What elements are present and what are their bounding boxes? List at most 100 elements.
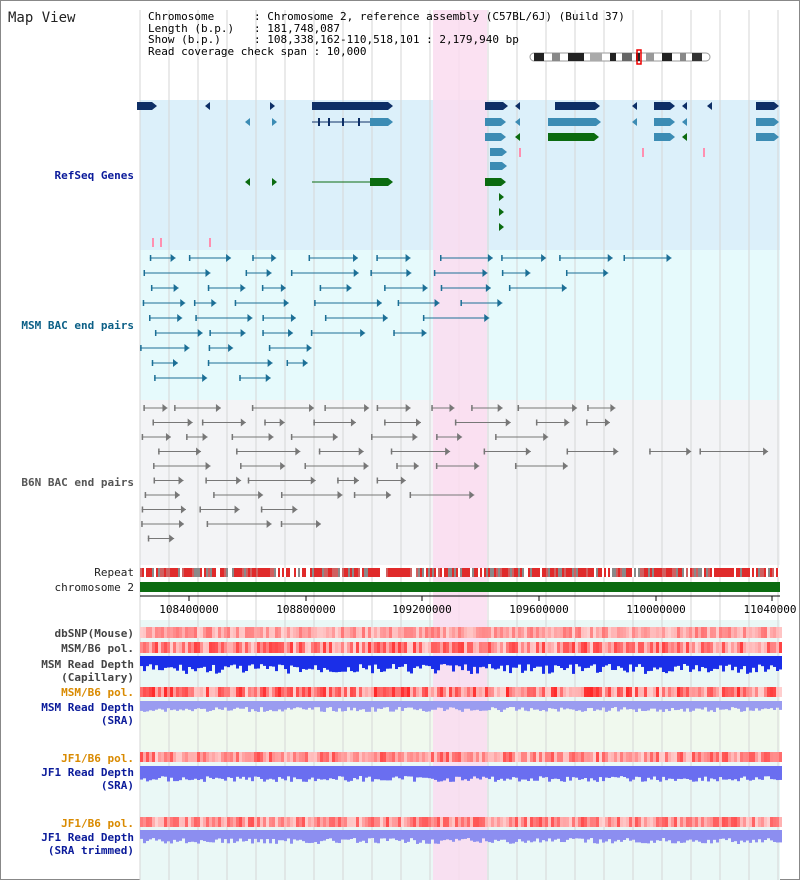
depth-bar (581, 701, 584, 712)
depth-bar (647, 766, 650, 778)
gene-feature[interactable] (490, 148, 502, 156)
selection-highlight[interactable] (433, 10, 487, 880)
depth-bar (374, 701, 377, 712)
gene-feature[interactable] (548, 118, 596, 126)
b6n-bac-pairs[interactable] (141, 404, 769, 543)
repeat-block (714, 568, 716, 577)
gene-feature[interactable] (654, 133, 670, 141)
heat-cell (194, 642, 197, 653)
msm-bac-pairs[interactable] (140, 254, 672, 382)
repeat-block (308, 568, 310, 577)
repeat-block (626, 568, 628, 577)
track-label-b6n-bac[interactable]: B6N BAC end pairs (21, 476, 134, 489)
heat-cell (215, 752, 218, 762)
gene-feature[interactable] (654, 102, 670, 110)
gene-feature[interactable] (756, 102, 774, 110)
repeat-block (334, 568, 336, 577)
heat-cell (326, 642, 329, 653)
gene-feature[interactable] (756, 118, 774, 126)
heat-cell (185, 817, 188, 827)
heat-cell (353, 687, 356, 697)
heat-cell (563, 627, 566, 638)
bac-end (290, 270, 293, 276)
heat-cell (560, 627, 563, 638)
heat-cell (179, 642, 182, 653)
gene-feature[interactable] (654, 118, 670, 126)
heat-cell (209, 627, 212, 638)
heat-cell (719, 642, 722, 653)
heat-cell (245, 687, 248, 697)
depth-bar (575, 701, 578, 711)
heat-cell (512, 687, 515, 697)
heat-cell (377, 817, 380, 827)
heat-cell (734, 817, 737, 827)
depth-bar (737, 701, 740, 709)
repeat-block (146, 568, 148, 577)
depth-bar (773, 766, 776, 780)
gene-feature[interactable] (756, 133, 774, 141)
repeat-block (776, 568, 778, 577)
repeat-block (748, 568, 750, 577)
bac-end (240, 463, 242, 469)
heat-cell (620, 687, 623, 697)
repeat-block (742, 568, 744, 577)
depth-bar (263, 766, 266, 782)
bac-end-arrow (484, 314, 490, 322)
heat-cell (521, 627, 524, 638)
depth-bar (176, 656, 179, 671)
depth-bar (743, 656, 746, 667)
gene-feature[interactable] (485, 102, 503, 110)
heat-cell (644, 817, 647, 827)
repeat-block (728, 568, 730, 577)
heat-cell (269, 687, 272, 697)
gene-feature[interactable] (370, 178, 388, 186)
heat-cell (629, 817, 632, 827)
gene-feature[interactable] (548, 133, 594, 141)
heat-cell (251, 627, 254, 638)
heat-cell (521, 752, 524, 762)
gene-feature[interactable] (312, 102, 388, 110)
gene-feature[interactable] (137, 102, 152, 110)
heat-cell (737, 817, 740, 827)
depth-bar (239, 830, 242, 839)
track-label-refseq[interactable]: RefSeq Genes (54, 169, 134, 182)
depth-bar (362, 830, 365, 841)
gene-feature[interactable] (485, 118, 501, 126)
gene-feature[interactable] (370, 118, 388, 126)
depth-bar (206, 830, 209, 842)
heat-cell (308, 642, 311, 653)
refseq-genes[interactable] (137, 102, 779, 247)
depth-bar (719, 656, 722, 666)
repeat-block (144, 568, 146, 577)
bac-end-arrow (174, 491, 180, 499)
heat-cell (590, 642, 593, 653)
exon (328, 118, 330, 126)
heat-cell (698, 627, 701, 638)
heat-cell (242, 687, 245, 697)
gene-feature[interactable] (490, 162, 502, 170)
repeat-block (150, 568, 152, 577)
heat-cell (773, 752, 776, 762)
heat-cell (467, 627, 470, 638)
depth-bar (239, 766, 242, 779)
heat-cell (236, 752, 239, 762)
depth-bar (668, 766, 671, 779)
gene-feature[interactable] (555, 102, 595, 110)
heat-cell (179, 627, 182, 638)
bac-end (308, 255, 311, 261)
chromosome-ideogram[interactable] (529, 49, 711, 65)
track-label-msm-bac[interactable]: MSM BAC end pairs (21, 319, 134, 332)
heat-cell (557, 687, 560, 697)
bac-end (376, 405, 379, 411)
track-label-msm-depth-cap-sub: (Capillary) (61, 671, 134, 684)
bac-end (201, 419, 204, 426)
bac-end (140, 345, 142, 351)
gene-feature[interactable] (485, 133, 501, 141)
depth-bar (278, 830, 281, 841)
gene-feature[interactable] (485, 178, 501, 186)
depth-bar (470, 656, 473, 674)
depth-bar (314, 701, 317, 708)
heat-cell (392, 687, 395, 697)
heat-cell (674, 642, 677, 653)
